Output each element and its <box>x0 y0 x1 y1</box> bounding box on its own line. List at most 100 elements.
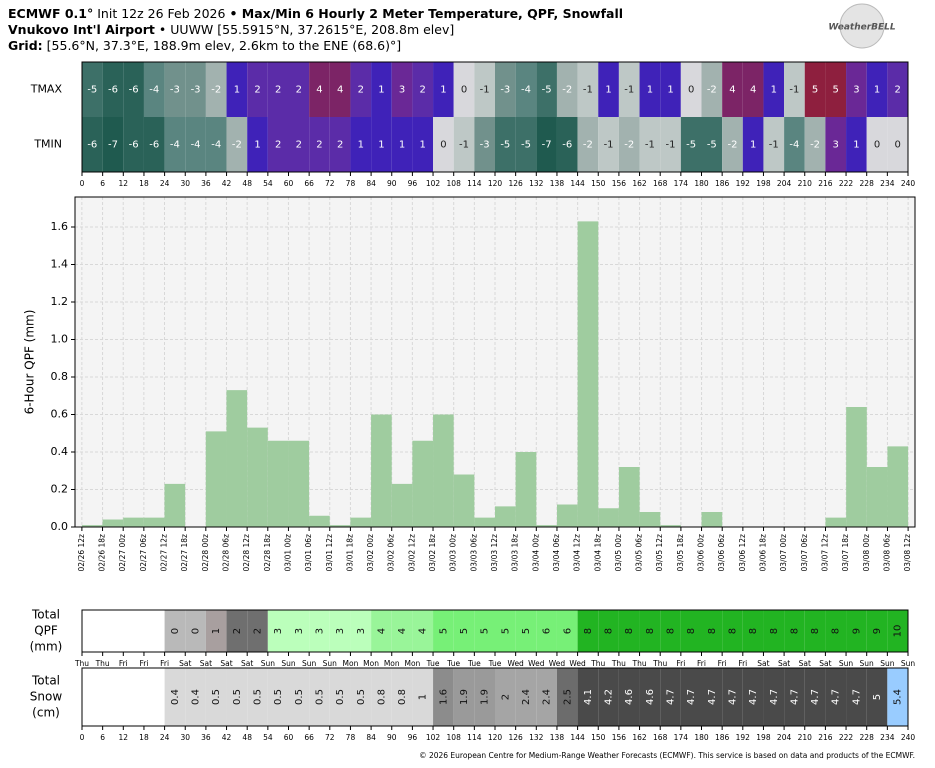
x-tick-label: 96 <box>408 179 418 188</box>
cell-label: 1 <box>853 140 859 151</box>
heat-cell <box>82 117 103 172</box>
cell-label: 4 <box>397 628 408 634</box>
y-tick-label: 1.2 <box>51 295 69 308</box>
bar <box>433 414 454 527</box>
cell-label: 4 <box>418 628 429 634</box>
cell-label: 2.4 <box>542 689 553 705</box>
cell-label: 0.5 <box>314 689 325 705</box>
heat-cell <box>433 62 454 117</box>
x-tick-label: 144 <box>570 733 585 742</box>
x-tick-label: 03/01 18z <box>345 534 354 572</box>
x-tick-label: Sun <box>901 659 916 668</box>
x-tick-label: 02/28 18z <box>263 534 272 572</box>
heat-cell <box>846 62 867 117</box>
heat-cell <box>556 62 578 117</box>
cell-label: 4 <box>750 85 756 96</box>
cell-label: 8 <box>810 628 821 634</box>
heat-cell <box>556 117 578 172</box>
strip-cell <box>722 668 743 726</box>
cell-label: 1 <box>378 140 384 151</box>
cell-label: 5.4 <box>893 689 904 705</box>
cell-label: -2 <box>562 85 572 96</box>
x-tick-label: Mon <box>384 659 400 668</box>
strip-cell <box>350 610 372 652</box>
x-tick-label: 03/03 06z <box>469 534 478 572</box>
heat-cell <box>474 117 495 172</box>
x-tick-label: Sat <box>241 659 253 668</box>
x-tick-label: 03/08 06z <box>882 534 891 572</box>
strip-cell <box>742 610 764 652</box>
heat-cell <box>742 117 764 172</box>
x-tick-label: 42 <box>222 179 232 188</box>
x-tick-label: Sat <box>200 659 212 668</box>
x-tick-label: Thu <box>95 659 110 668</box>
heat-cell <box>825 62 847 117</box>
heat-cell <box>577 117 599 172</box>
x-tick-label: 126 <box>508 733 523 742</box>
x-tick-label: Fri <box>119 659 128 668</box>
cell-label: 4.6 <box>645 689 656 705</box>
strip-cell <box>247 610 268 652</box>
heat-cell <box>329 62 351 117</box>
cell-label: 8 <box>789 628 800 634</box>
heat-cell <box>680 117 702 172</box>
cell-label: 4.6 <box>624 689 635 705</box>
bar <box>577 221 599 527</box>
cell-label: 1 <box>605 85 611 96</box>
x-tick-label: 03/04 18z <box>593 534 602 572</box>
bar <box>660 525 681 527</box>
x-tick-label: 42 <box>222 733 232 742</box>
cell-label: 8 <box>727 628 738 634</box>
strip-cell <box>412 668 434 726</box>
cell-label: 3 <box>314 628 325 634</box>
x-tick-label: 114 <box>467 733 482 742</box>
cell-label: 4.7 <box>789 689 800 705</box>
cell-label: 0 <box>461 85 467 96</box>
cell-label: 3 <box>833 140 839 151</box>
cell-label: 8 <box>707 628 718 634</box>
x-tick-label: 6 <box>100 733 105 742</box>
cell-label: 1.9 <box>459 689 470 705</box>
x-tick-label: Fri <box>160 659 169 668</box>
cell-label: 5 <box>521 628 532 634</box>
bar <box>474 517 495 527</box>
x-tick-label: 12 <box>119 179 129 188</box>
x-tick-label: 240 <box>901 179 916 188</box>
x-tick-label: 168 <box>653 179 668 188</box>
station: Vnukovo Int'l Airport <box>8 22 155 37</box>
y-axis-label: 6-Hour QPF (mm) <box>23 310 37 415</box>
cell-label: -5 <box>707 140 717 151</box>
strip-cell <box>371 668 392 726</box>
strip-cell <box>804 610 826 652</box>
heat-cell <box>164 62 186 117</box>
bar <box>887 446 909 527</box>
x-tick-label: 120 <box>488 179 503 188</box>
cell-label: 8 <box>604 628 615 634</box>
heat-cell <box>866 62 888 117</box>
cell-label: -1 <box>666 140 676 151</box>
x-tick-label: Sun <box>261 659 276 668</box>
strip-cell <box>639 668 661 726</box>
x-tick-label: Mon <box>404 659 420 668</box>
strip-cell <box>618 668 640 726</box>
cell-label: 2 <box>296 140 302 151</box>
strip-cell <box>288 610 310 652</box>
heat-cell <box>866 117 888 172</box>
heat-cell <box>123 62 144 117</box>
grid-label: Grid: <box>8 38 43 53</box>
bar <box>556 504 578 527</box>
heat-cell <box>453 117 475 172</box>
strip-cell <box>185 668 206 726</box>
heat-cell <box>288 62 310 117</box>
bar <box>226 390 248 527</box>
bar <box>205 431 227 527</box>
strip-cell <box>887 668 908 726</box>
heat-cell <box>226 62 248 117</box>
cell-label: -3 <box>480 140 490 151</box>
bar <box>164 483 186 527</box>
heat-cell <box>722 117 743 172</box>
x-tick-label: Thu <box>652 659 667 668</box>
x-tick-label: 03/04 00z <box>531 534 540 572</box>
cell-label: 0 <box>191 628 202 634</box>
heat-cell <box>846 117 867 172</box>
